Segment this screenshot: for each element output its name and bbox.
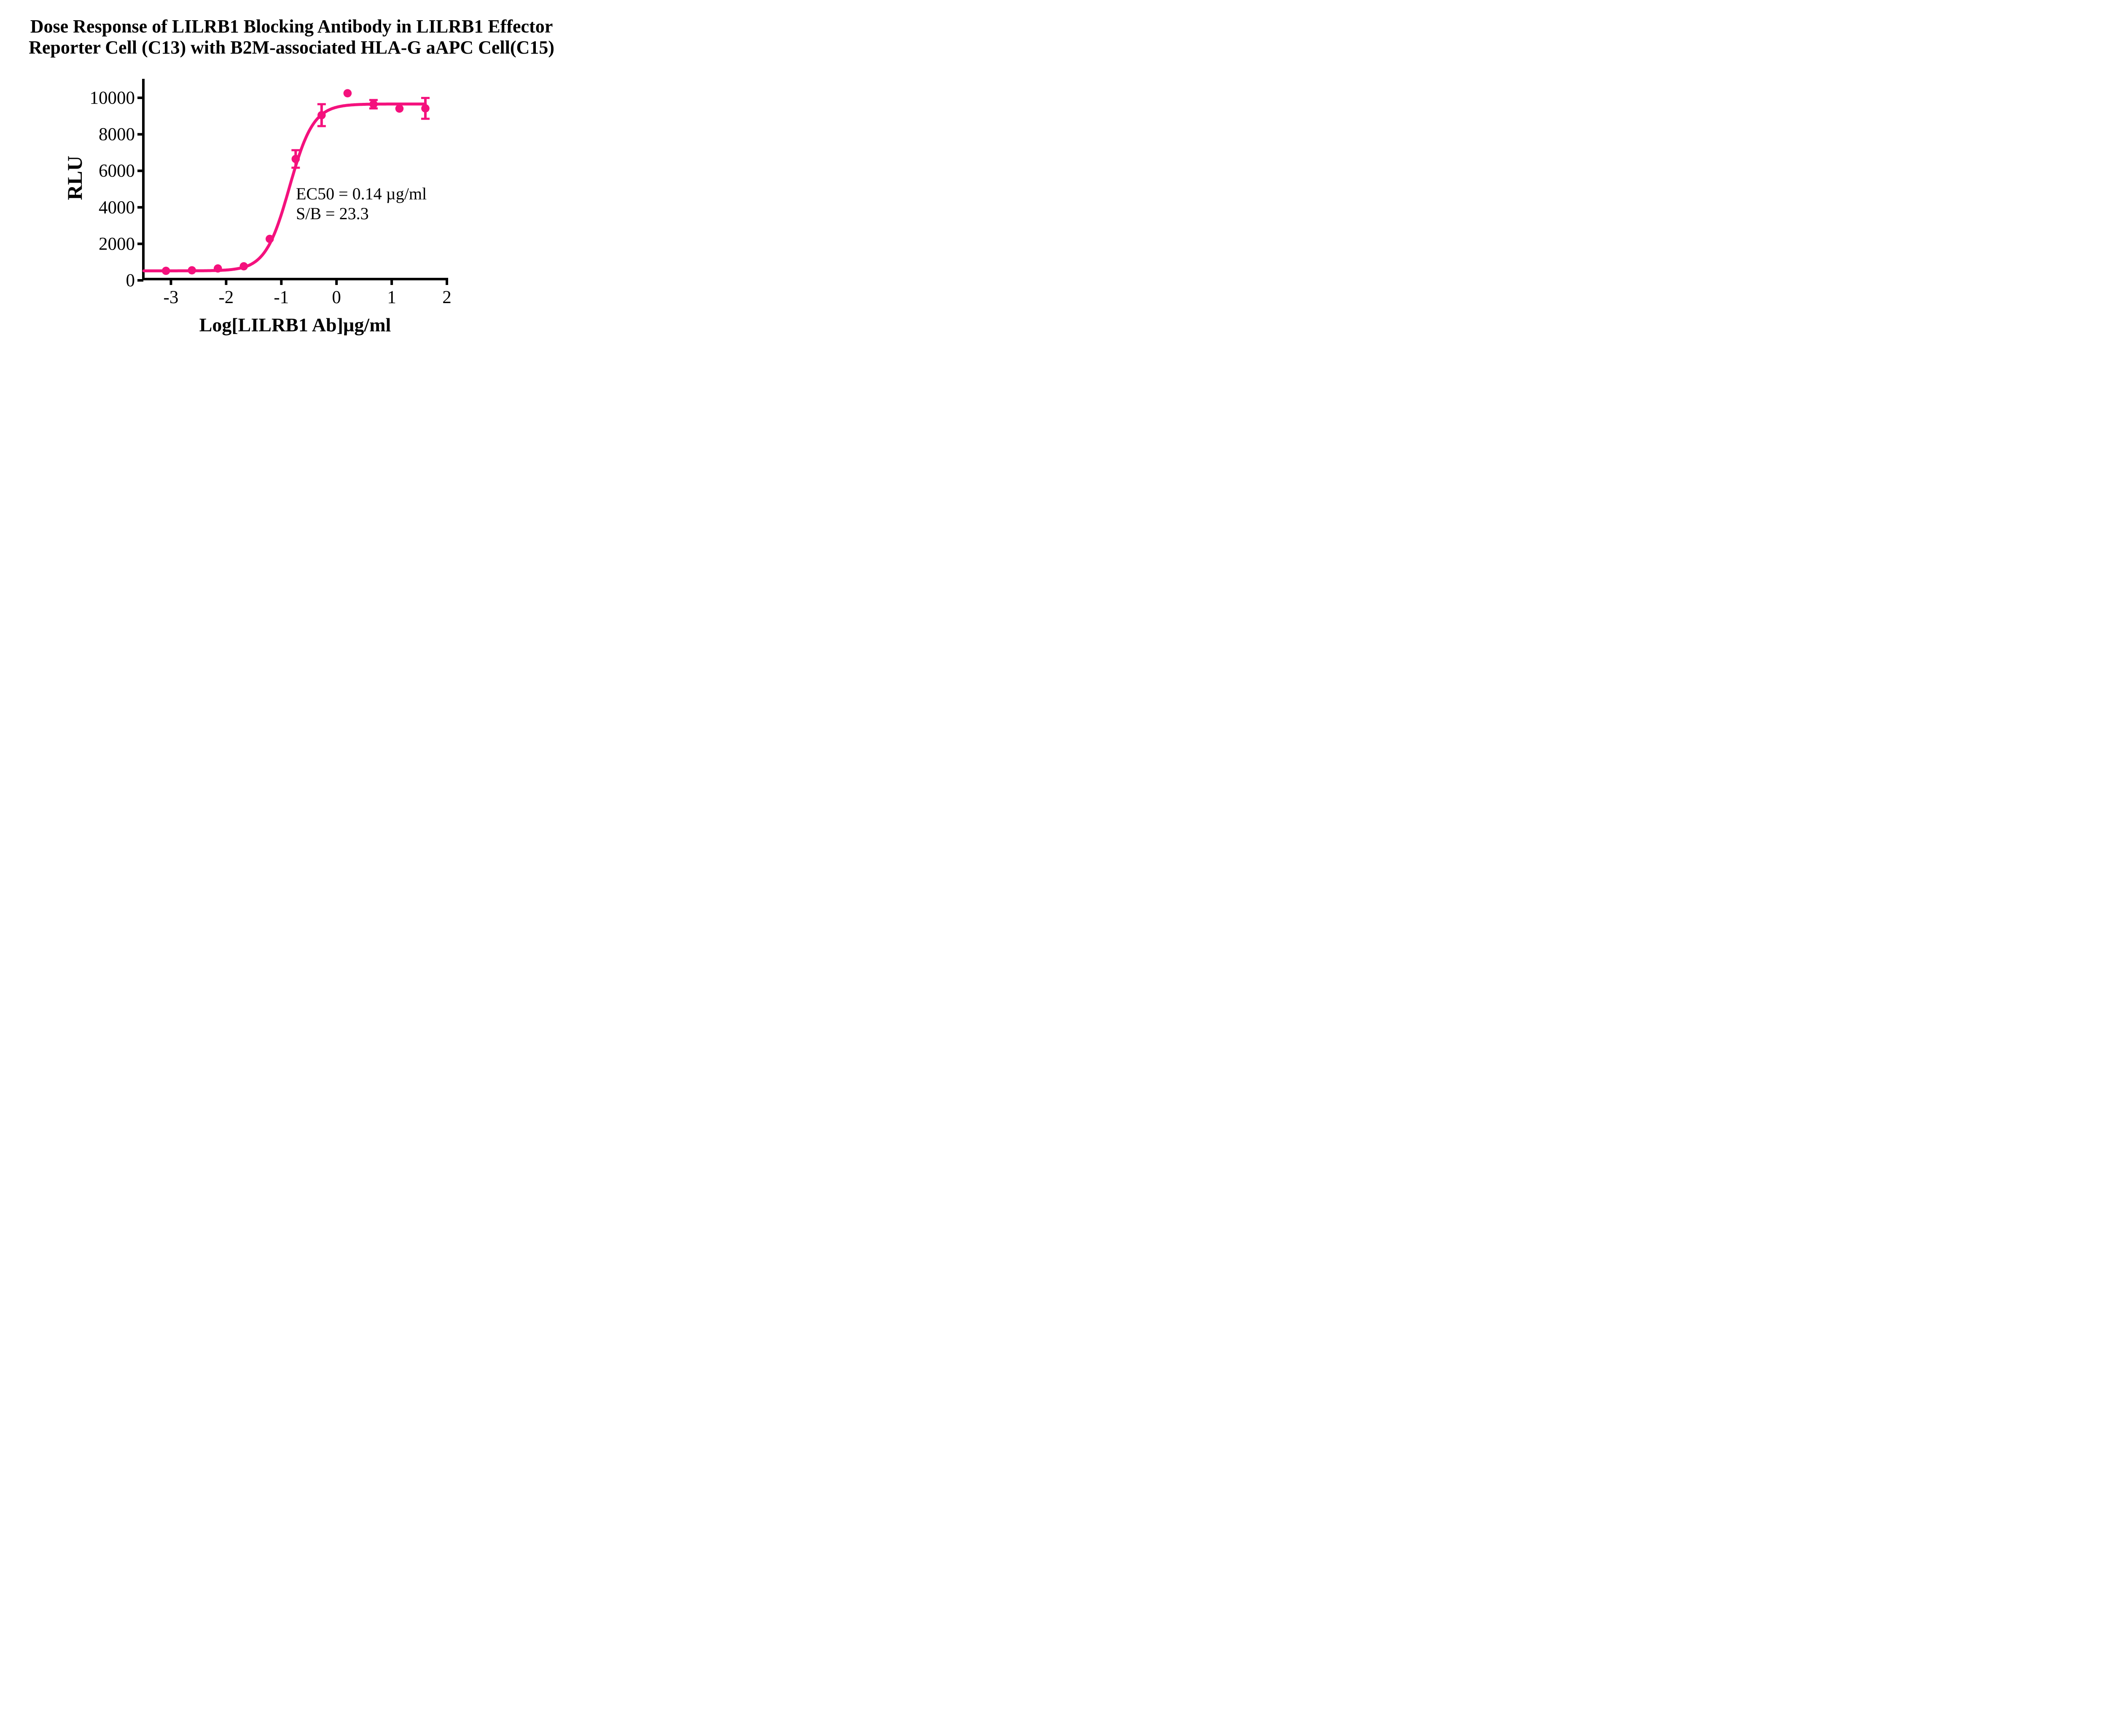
- data-point-marker: [161, 266, 170, 275]
- dose-response-plot: 0 2000 4000 6000 8000 10000 -3 -2 -1 0 1 2: [90, 79, 452, 307]
- y-tick-label: 0: [126, 271, 135, 290]
- y-tick-label: 10000: [90, 88, 135, 108]
- x-tick-label: -1: [274, 288, 289, 307]
- fit-annotation: EC50 = 0.14 µg/ml S/B = 23.3: [296, 184, 427, 223]
- x-tick-label: -3: [164, 288, 179, 307]
- signal-to-background-text: S/B = 23.3: [296, 204, 369, 223]
- chart-title: Dose Response of LILRB1 Blocking Antibod…: [0, 16, 583, 58]
- data-point-marker: [213, 264, 222, 273]
- ec50-value-text: EC50 = 0.14 µg/ml: [296, 184, 427, 203]
- y-tick-label: 6000: [99, 161, 135, 181]
- figure-canvas: Dose Response of LILRB1 Blocking Antibod…: [0, 0, 583, 347]
- x-tick-label: -2: [218, 288, 234, 307]
- x-axis-title: Log[LILRB1 Ab]µg/ml: [199, 314, 391, 336]
- x-tick-label: 2: [442, 288, 452, 307]
- x-tick-label: 1: [387, 288, 396, 307]
- x-tick-label: 0: [332, 288, 341, 307]
- chart-title-line2: Reporter Cell (C13) with B2M-associated …: [29, 37, 554, 58]
- y-tick-label: 8000: [99, 125, 135, 145]
- data-point-marker: [188, 266, 196, 274]
- data-point-marker: [421, 104, 430, 113]
- y-tick-label: 4000: [99, 198, 135, 218]
- data-point-marker: [317, 111, 326, 119]
- data-point-marker: [239, 262, 248, 271]
- y-axis-title: RLU: [63, 156, 86, 200]
- data-point-marker: [343, 89, 352, 97]
- data-point-marker: [369, 100, 378, 108]
- data-point-marker: [395, 104, 404, 113]
- data-point-marker: [265, 234, 274, 243]
- data-point-marker: [291, 155, 300, 163]
- chart-title-line1: Dose Response of LILRB1 Blocking Antibod…: [30, 16, 553, 37]
- y-tick-label: 2000: [99, 234, 135, 254]
